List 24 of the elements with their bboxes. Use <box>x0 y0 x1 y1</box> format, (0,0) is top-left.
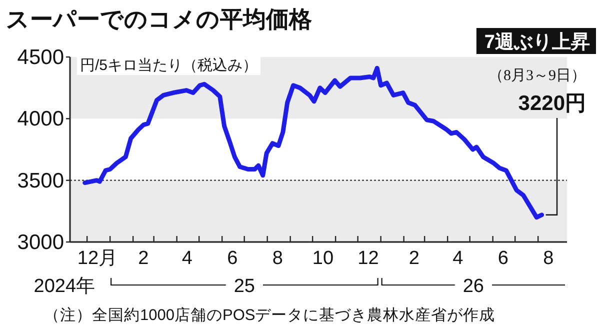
x-tick-label: 10 <box>312 248 334 269</box>
text: （注）全国約1000店舗のPOSデータに基づき農林水産省が作成 <box>44 306 496 324</box>
y-axis-title: 円/5キロ当たり（税込み） <box>80 57 258 74</box>
x-tick-label: 2 <box>408 248 420 269</box>
x-tick-label: 4 <box>182 248 193 269</box>
y-tick-label: 4000 <box>17 108 64 131</box>
text: 2024年 <box>34 276 96 297</box>
x-tick-label: 6 <box>227 248 238 269</box>
x-tick-label: 12 <box>358 248 379 269</box>
annotation: （8月3～9日） <box>488 68 586 84</box>
x-tick-label: 8 <box>272 248 283 269</box>
annotation: 3220円 <box>518 92 586 115</box>
y-tick-label: 3500 <box>17 169 64 192</box>
x-tick-label: 12月 <box>77 248 118 269</box>
text: 26 <box>462 276 484 297</box>
x-tick-label: 2 <box>138 248 149 269</box>
y-tick-label: 4500 <box>17 46 64 69</box>
x-tick-label: 6 <box>498 248 508 269</box>
text: 25 <box>234 276 256 297</box>
x-tick-label: 8 <box>543 248 554 269</box>
y-tick-label: 3000 <box>17 231 64 254</box>
chart-title: スーパーでのコメの平均価格 <box>6 6 312 32</box>
text: 7週ぶり上昇 <box>484 31 590 53</box>
x-tick-label: 4 <box>452 248 464 269</box>
